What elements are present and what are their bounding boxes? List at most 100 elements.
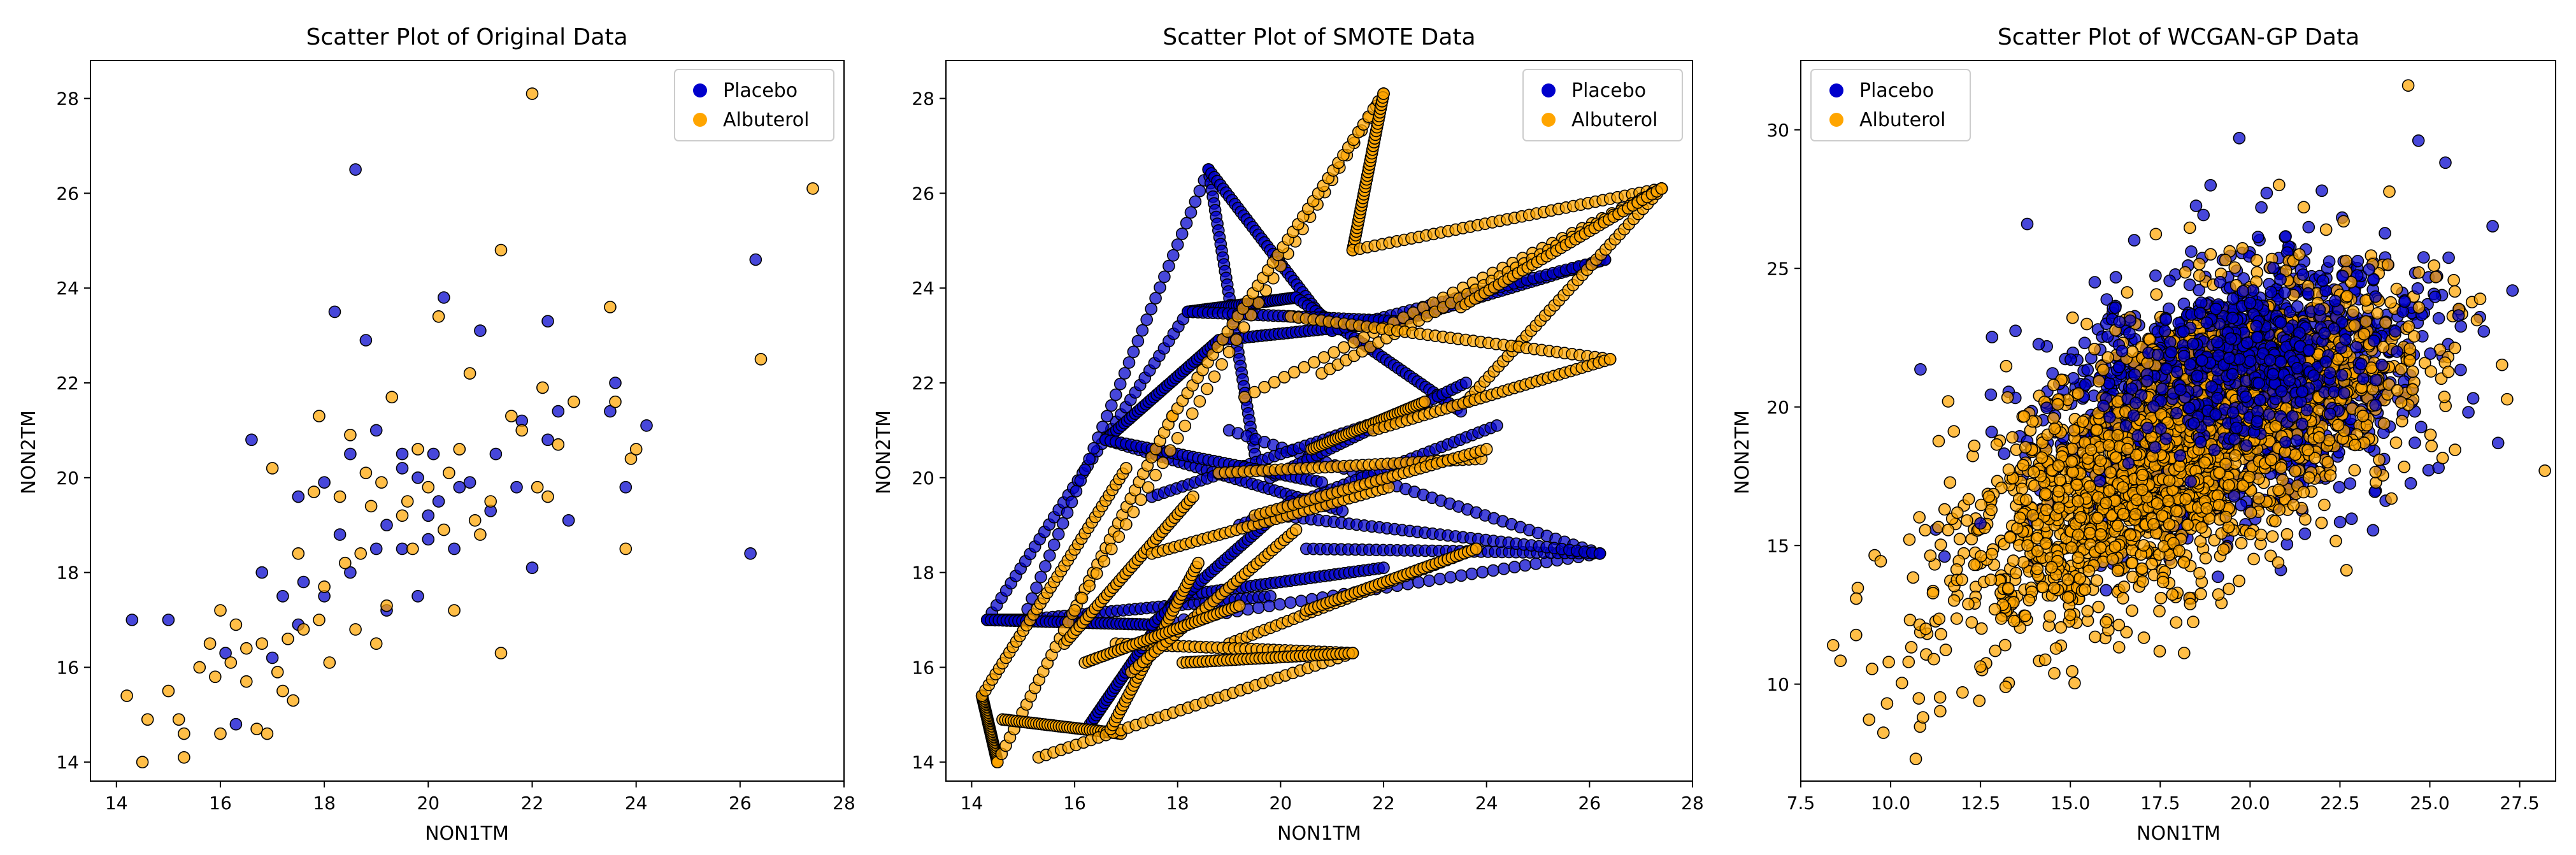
x-tick-label: 28 — [1681, 793, 1704, 814]
albuterol-point — [380, 599, 393, 612]
albuterol-point — [2170, 616, 2183, 629]
albuterol-point — [1186, 407, 1199, 420]
albuterol-point — [463, 367, 476, 380]
placebo-point — [318, 476, 331, 489]
albuterol-point — [292, 547, 305, 560]
placebo-point — [2197, 208, 2210, 222]
albuterol-point — [214, 604, 227, 617]
albuterol-point — [1317, 351, 1331, 364]
albuterol-point — [1068, 604, 1081, 617]
albuterol-point — [2097, 363, 2110, 377]
legend-marker — [1542, 83, 1556, 97]
albuterol-point — [287, 694, 300, 707]
placebo-point — [1105, 399, 1118, 412]
placebo-point — [463, 476, 476, 489]
albuterol-point — [178, 727, 190, 740]
x-tick-label: 26 — [1578, 793, 1601, 814]
y-tick-label: 18 — [56, 563, 79, 584]
legend-box — [674, 69, 834, 141]
placebo-point — [437, 291, 450, 304]
placebo-point — [411, 471, 424, 484]
placebo-point — [1096, 420, 1109, 433]
placebo-point — [1252, 601, 1265, 614]
albuterol-point — [619, 542, 633, 556]
placebo-point — [1163, 259, 1175, 273]
albuterol-point — [1298, 361, 1311, 374]
placebo-point — [2442, 251, 2455, 264]
placebo-point — [2064, 353, 2077, 366]
placebo-point — [562, 514, 575, 527]
albuterol-point — [1258, 380, 1271, 394]
placebo-point — [1519, 559, 1532, 572]
placebo-point — [1459, 377, 1473, 389]
albuterol-point — [1127, 505, 1140, 519]
albuterol-point — [1950, 563, 1963, 576]
placebo-point — [1101, 410, 1113, 423]
placebo-point — [2408, 436, 2421, 449]
albuterol-point — [536, 381, 549, 394]
albuterol-point — [323, 656, 336, 669]
albuterol-point — [2091, 574, 2103, 587]
placebo-point — [526, 561, 539, 575]
placebo-point — [552, 405, 565, 418]
albuterol-point — [1248, 385, 1261, 399]
placebo-point — [344, 566, 357, 579]
albuterol-point — [2126, 604, 2138, 617]
placebo-point — [422, 509, 435, 522]
albuterol-point — [1961, 514, 1973, 527]
albuterol-point — [338, 556, 352, 570]
placebo-point — [1273, 598, 1286, 611]
albuterol-point — [313, 614, 326, 626]
plot-area — [1827, 79, 2551, 765]
albuterol-point — [2043, 610, 2056, 623]
albuterol-point — [2379, 316, 2392, 329]
albuterol-point — [1193, 395, 1206, 408]
placebo-point — [2235, 498, 2247, 512]
placebo-point — [1377, 561, 1390, 575]
albuterol-point — [1933, 691, 1947, 704]
placebo-point — [2100, 293, 2114, 306]
albuterol-point — [240, 642, 253, 655]
placebo-point — [1422, 574, 1436, 587]
albuterol-point — [2222, 582, 2235, 596]
placebo-point — [1175, 227, 1189, 240]
albuterol-point — [1230, 333, 1243, 347]
placebo-point — [541, 433, 554, 447]
placebo-point — [219, 647, 232, 659]
albuterol-point — [1237, 321, 1250, 334]
y-tick-label: 14 — [56, 752, 79, 773]
placebo-point — [333, 528, 347, 541]
albuterol-point — [203, 637, 217, 650]
placebo-point — [1508, 561, 1521, 573]
placebo-point — [2439, 156, 2452, 169]
albuterol-point — [229, 618, 243, 631]
placebo-point — [2128, 234, 2141, 247]
albuterol-point — [1112, 530, 1126, 543]
placebo-point — [448, 542, 461, 556]
original-data-panel: Scatter Plot of Original Data NON1TM NON… — [18, 24, 855, 845]
albuterol-point — [1187, 490, 1199, 503]
placebo-point — [2333, 515, 2347, 529]
placebo-point — [1052, 528, 1065, 541]
albuterol-point — [609, 395, 622, 408]
albuterol-point — [240, 675, 253, 688]
albuterol-point — [1149, 468, 1162, 482]
albuterol-point — [1951, 506, 1964, 519]
albuterol-point — [1905, 641, 1918, 654]
placebo-point — [640, 419, 653, 432]
placebo-point — [1986, 331, 1998, 343]
albuterol-point — [276, 684, 289, 698]
albuterol-point — [1222, 345, 1236, 359]
placebo-point — [2415, 420, 2428, 434]
x-tick-label: 16 — [209, 793, 232, 814]
albuterol-point — [2315, 516, 2328, 529]
placebo-point — [2486, 220, 2499, 233]
chart-title: Scatter Plot of WCGAN-GP Data — [1998, 24, 2359, 50]
placebo-point — [1043, 549, 1056, 562]
albuterol-point — [629, 443, 643, 456]
placebo-point — [2088, 276, 2101, 289]
placebo-point — [1154, 281, 1166, 294]
placebo-point — [1171, 238, 1184, 251]
albuterol-point — [1863, 713, 1875, 726]
albuterol-point — [2093, 375, 2105, 388]
